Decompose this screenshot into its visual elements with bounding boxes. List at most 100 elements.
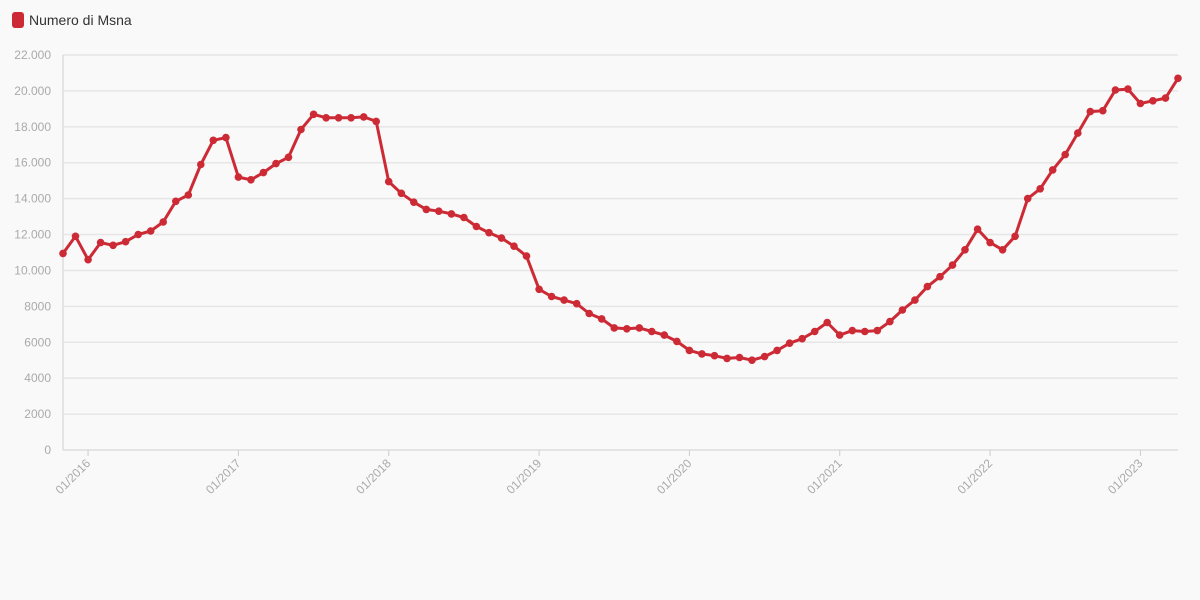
data-point [585,309,593,318]
data-point [998,246,1007,254]
data-point [184,191,193,199]
data-point [973,225,982,233]
data-point [71,232,80,241]
data-point [322,114,330,122]
data-point [84,255,92,264]
x-tick-label: 01/2017 [203,456,244,497]
data-point [1023,194,1032,203]
data-point [886,317,894,326]
legend[interactable]: Numero di Msna [12,12,132,28]
data-point [359,113,368,121]
data-point [710,351,719,360]
data-point [234,173,243,181]
data-point [535,285,543,294]
x-tick-label: 01/2022 [955,456,996,497]
data-point [597,315,606,323]
data-point [785,339,794,348]
x-tick-label: 01/2018 [353,456,394,497]
data-point [472,222,481,231]
data-point [272,159,280,168]
y-tick-label: 16.000 [14,156,51,170]
data-point [1011,232,1019,241]
data-point [623,325,631,333]
data-point [435,207,443,215]
data-point [109,241,117,250]
data-point [1036,185,1044,193]
data-point [547,292,556,301]
data-point [96,238,105,247]
data-point [259,168,268,177]
data-point [986,238,994,247]
data-point [685,346,694,355]
y-tick-label: 12.000 [14,228,51,242]
data-point [59,249,67,258]
legend-label: Numero di Msna [29,12,132,28]
y-tick-label: 14.000 [14,192,51,206]
data-point [748,356,756,365]
y-tick-label: 4000 [24,371,51,385]
data-point [1074,129,1082,137]
data-point [209,136,218,145]
data-point [347,114,355,122]
y-tick-label: 8000 [24,299,51,313]
x-tick-label: 01/2020 [654,456,695,497]
data-point [735,353,744,362]
data-point [522,252,531,260]
data-point [948,261,957,269]
data-point [861,327,869,336]
data-point [760,352,769,361]
data-point [911,296,919,304]
data-point [334,114,343,122]
data-point [510,242,518,250]
x-tick-label: 01/2023 [1105,456,1146,497]
data-point [1086,107,1095,116]
data-point [1048,166,1057,174]
y-tick-label: 0 [44,443,51,457]
data-point [146,227,155,235]
y-axis: 0 2000 4000 6000 8000 10.000 12.000 14.000 16.00… [14,48,51,457]
data-point [1061,150,1069,159]
data-point [660,331,669,339]
data-point [961,246,969,254]
data-point [1136,99,1145,108]
y-tick-label: 20.000 [14,84,51,98]
x-tick-label: 01/2021 [804,456,845,497]
data-point [284,153,293,162]
data-point [648,327,656,336]
data-point [873,326,882,335]
data-point [397,189,406,198]
data-point [610,324,618,332]
series-line [61,76,1180,362]
x-axis: 01/2016 01/2017 01/2018 01/2019 01/2020 01/20… [53,450,1146,497]
data-point [635,324,644,332]
data-point [1099,106,1107,115]
data-point [297,125,305,134]
data-point [673,337,681,346]
legend-swatch [12,12,24,28]
y-tick-label: 6000 [24,335,51,349]
data-point [923,282,932,291]
data-point [1149,97,1157,105]
data-point [1111,86,1120,94]
data-point [773,346,781,355]
data-point [247,176,255,184]
data-point [798,334,806,343]
data-point [197,160,205,169]
data-point [309,110,318,119]
y-tick-label: 22.000 [14,48,51,62]
data-point [121,237,130,246]
data-point [936,272,944,281]
data-point [460,213,468,222]
data-point [560,296,568,304]
gridlines [62,54,1178,451]
y-tick-label: 10.000 [14,263,51,277]
y-tick-label: 18.000 [14,120,51,134]
x-tick-label: 01/2019 [504,456,545,497]
data-point [159,218,167,226]
data-point [422,205,431,214]
data-point [572,299,581,308]
data-point [848,326,857,335]
data-point [410,198,418,206]
